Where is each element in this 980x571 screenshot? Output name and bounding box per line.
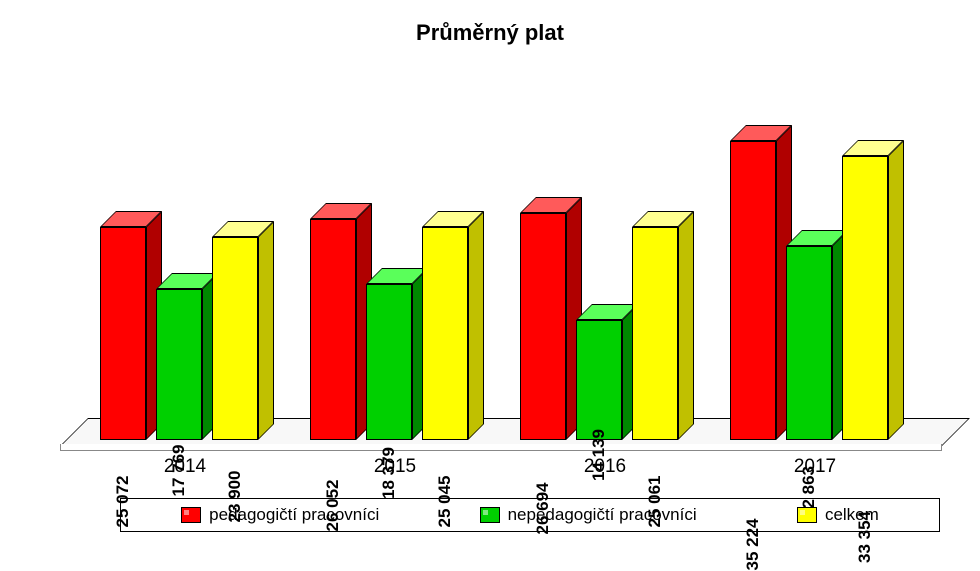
x-axis-labels: 2014201520162017 [80, 456, 920, 486]
legend-swatch [797, 507, 817, 523]
bar: 25 061 [632, 211, 694, 440]
bar: 17 769 [156, 273, 218, 440]
legend-item: nepedagogičtí pracovníci [480, 505, 697, 525]
bar: 22 863 [786, 230, 848, 440]
bar-group: 26 69414 13925 061 [500, 100, 710, 440]
bar-value-label: 25 045 [435, 315, 455, 528]
plot-area: 25 07217 76923 90026 05218 37925 04526 6… [80, 100, 920, 440]
bar-group: 25 07217 76923 900 [80, 100, 290, 440]
bar-group: 26 05218 37925 045 [290, 100, 500, 440]
bar: 25 045 [422, 211, 484, 440]
chart-title: Průměrný plat [0, 20, 980, 46]
legend-item: celkem [797, 505, 879, 525]
bar: 25 072 [100, 211, 162, 440]
bar-value-label: 25 061 [645, 315, 665, 528]
bar-value-label: 22 863 [799, 324, 819, 518]
bar-group: 35 22422 86333 354 [710, 100, 920, 440]
legend-label: pedagogičtí pracovníci [209, 505, 379, 525]
bar-value-label: 23 900 [225, 320, 245, 523]
bar: 14 139 [576, 304, 638, 440]
chart-container: Průměrný plat 25 07217 76923 90026 05218… [0, 0, 980, 555]
x-axis-label: 2015 [290, 456, 500, 478]
legend-swatch [480, 507, 500, 523]
bar: 23 900 [212, 221, 274, 440]
bar: 26 052 [310, 203, 372, 440]
bar: 35 224 [730, 125, 792, 440]
legend-item: pedagogičtí pracovníci [181, 505, 379, 525]
legend-swatch [181, 507, 201, 523]
bar-value-label: 25 072 [113, 315, 133, 528]
x-axis-label: 2016 [500, 456, 710, 478]
x-axis-label: 2014 [80, 456, 290, 478]
legend-label: celkem [825, 505, 879, 525]
bar: 33 354 [842, 140, 904, 440]
bar: 26 694 [520, 197, 582, 440]
legend: pedagogičtí pracovníci nepedagogičtí prac… [120, 498, 940, 532]
bar: 18 379 [366, 268, 428, 440]
x-axis-label: 2017 [710, 456, 920, 478]
legend-label: nepedagogičtí pracovníci [508, 505, 697, 525]
